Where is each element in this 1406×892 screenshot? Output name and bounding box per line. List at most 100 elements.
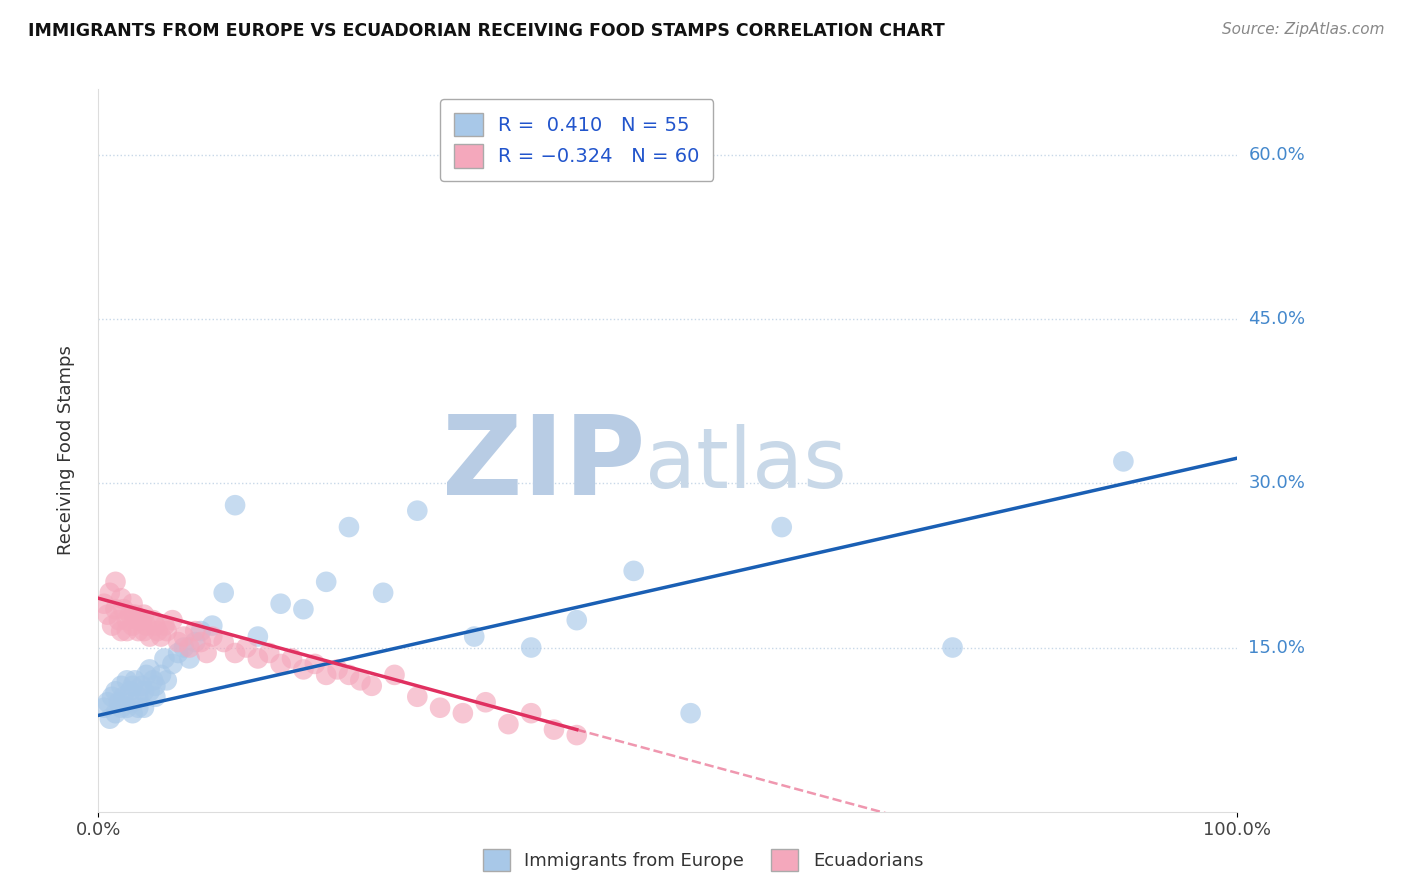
Point bbox=[190, 624, 212, 639]
Point bbox=[127, 613, 149, 627]
Point bbox=[110, 679, 132, 693]
Point bbox=[270, 597, 292, 611]
Point bbox=[292, 602, 315, 616]
Point bbox=[135, 668, 157, 682]
Point bbox=[153, 651, 176, 665]
Point bbox=[96, 695, 118, 709]
Point bbox=[384, 668, 406, 682]
Point bbox=[770, 520, 793, 534]
Point bbox=[184, 624, 207, 639]
Point bbox=[543, 723, 565, 737]
Point bbox=[1112, 454, 1135, 468]
Point bbox=[115, 700, 138, 714]
Point bbox=[201, 630, 224, 644]
Point bbox=[131, 613, 153, 627]
Point bbox=[145, 679, 167, 693]
Point bbox=[96, 607, 118, 622]
Point bbox=[121, 679, 143, 693]
Point bbox=[132, 684, 155, 698]
Point bbox=[304, 657, 326, 671]
Point bbox=[451, 706, 474, 721]
Point bbox=[406, 503, 429, 517]
Text: 30.0%: 30.0% bbox=[1249, 475, 1305, 492]
Point bbox=[942, 640, 965, 655]
Point bbox=[474, 695, 496, 709]
Point bbox=[184, 635, 207, 649]
Point bbox=[565, 728, 588, 742]
Point bbox=[138, 684, 160, 698]
Point bbox=[145, 618, 167, 632]
Point bbox=[127, 700, 149, 714]
Point bbox=[179, 651, 201, 665]
Point bbox=[146, 624, 169, 639]
Point bbox=[98, 712, 121, 726]
Point bbox=[138, 630, 160, 644]
Point bbox=[120, 607, 142, 622]
Point bbox=[190, 635, 212, 649]
Point bbox=[498, 717, 520, 731]
Point bbox=[132, 607, 155, 622]
Point bbox=[142, 613, 165, 627]
Text: 45.0%: 45.0% bbox=[1249, 310, 1306, 328]
Point bbox=[101, 618, 124, 632]
Point bbox=[337, 520, 360, 534]
Point bbox=[153, 618, 176, 632]
Point bbox=[195, 646, 218, 660]
Point bbox=[104, 706, 127, 721]
Point bbox=[679, 706, 702, 721]
Point bbox=[115, 613, 138, 627]
Text: 15.0%: 15.0% bbox=[1249, 639, 1305, 657]
Point bbox=[145, 690, 167, 704]
Point bbox=[156, 624, 179, 639]
Point bbox=[201, 618, 224, 632]
Point bbox=[98, 586, 121, 600]
Point bbox=[101, 690, 124, 704]
Point bbox=[93, 700, 115, 714]
Point bbox=[246, 630, 269, 644]
Point bbox=[110, 591, 132, 606]
Point bbox=[156, 673, 179, 688]
Point bbox=[179, 640, 201, 655]
Point bbox=[259, 646, 281, 660]
Point bbox=[104, 602, 127, 616]
Text: IMMIGRANTS FROM EUROPE VS ECUADORIAN RECEIVING FOOD STAMPS CORRELATION CHART: IMMIGRANTS FROM EUROPE VS ECUADORIAN REC… bbox=[28, 22, 945, 40]
Point bbox=[110, 700, 132, 714]
Point bbox=[429, 700, 451, 714]
Legend: R =  0.410   N = 55, R = −0.324   N = 60: R = 0.410 N = 55, R = −0.324 N = 60 bbox=[440, 99, 713, 181]
Point bbox=[406, 690, 429, 704]
Point bbox=[463, 630, 485, 644]
Point bbox=[623, 564, 645, 578]
Text: ZIP: ZIP bbox=[441, 411, 645, 518]
Point bbox=[112, 690, 135, 704]
Point bbox=[121, 695, 143, 709]
Point bbox=[224, 646, 246, 660]
Point bbox=[224, 498, 246, 512]
Point bbox=[235, 640, 257, 655]
Point bbox=[131, 679, 153, 693]
Point bbox=[138, 662, 160, 676]
Text: 60.0%: 60.0% bbox=[1249, 146, 1305, 164]
Point bbox=[360, 679, 382, 693]
Point bbox=[270, 657, 292, 671]
Point bbox=[315, 574, 337, 589]
Point bbox=[112, 602, 135, 616]
Point bbox=[565, 613, 588, 627]
Point bbox=[110, 624, 132, 639]
Point bbox=[212, 635, 235, 649]
Point bbox=[108, 695, 131, 709]
Point bbox=[115, 624, 138, 639]
Point bbox=[520, 706, 543, 721]
Point bbox=[124, 607, 146, 622]
Point bbox=[115, 673, 138, 688]
Point bbox=[349, 673, 371, 688]
Point bbox=[120, 684, 142, 698]
Point bbox=[121, 706, 143, 721]
Point bbox=[127, 690, 149, 704]
Point bbox=[520, 640, 543, 655]
Point bbox=[246, 651, 269, 665]
Point bbox=[142, 673, 165, 688]
Point bbox=[121, 597, 143, 611]
Point bbox=[108, 613, 131, 627]
Point bbox=[127, 624, 149, 639]
Point bbox=[104, 684, 127, 698]
